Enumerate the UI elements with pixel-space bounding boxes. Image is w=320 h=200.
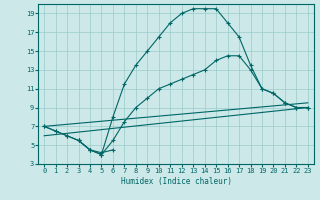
X-axis label: Humidex (Indice chaleur): Humidex (Indice chaleur) xyxy=(121,177,231,186)
